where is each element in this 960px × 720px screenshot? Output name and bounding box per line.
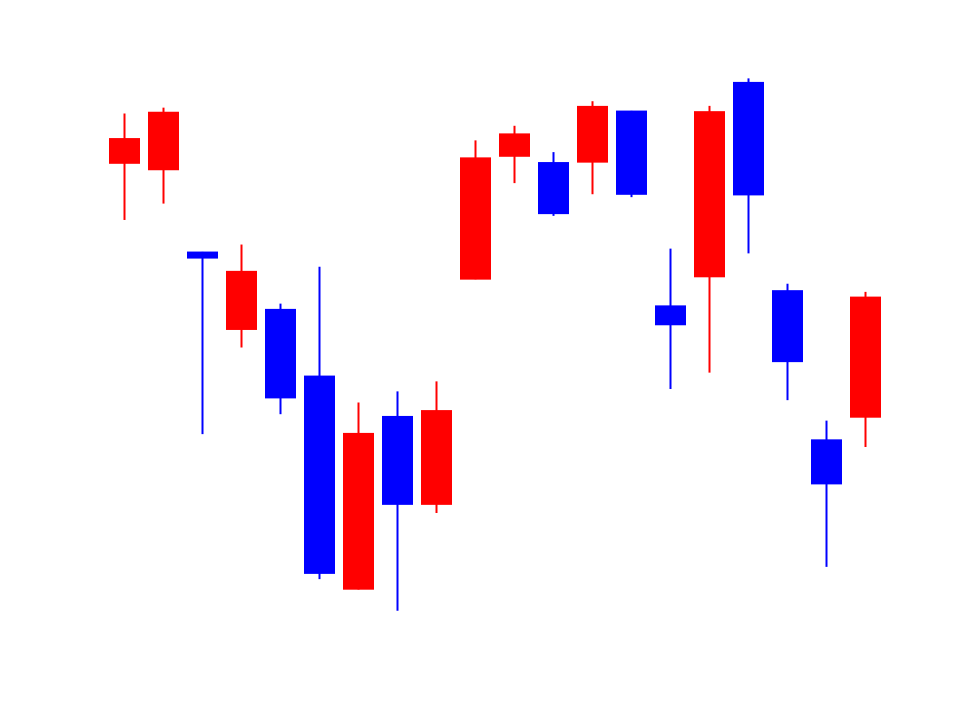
candle-body (499, 133, 530, 157)
candle-10 (460, 140, 491, 280)
candle-20 (850, 291, 881, 447)
candle-7 (343, 402, 374, 590)
candle-body (694, 111, 725, 278)
candle-body (733, 81, 764, 196)
candle-13 (577, 101, 608, 195)
candle-body (148, 111, 179, 171)
candle-body (538, 162, 569, 215)
candle-body (187, 251, 218, 259)
candle-body (460, 157, 491, 280)
candle-8 (382, 391, 413, 611)
candle-body (811, 439, 842, 485)
candle-3 (187, 251, 218, 435)
candle-body (655, 305, 686, 326)
candles-group (109, 78, 881, 611)
candle-body (343, 432, 374, 590)
candle-14 (616, 110, 647, 198)
candle-9 (421, 381, 452, 514)
candle-body (109, 138, 140, 164)
candle-2 (148, 107, 179, 204)
candle-body (382, 415, 413, 505)
candle-6 (304, 266, 335, 580)
candle-body (577, 105, 608, 163)
candle-body (850, 296, 881, 418)
candle-18 (772, 283, 803, 401)
candle-body (772, 290, 803, 363)
candle-body (265, 308, 296, 399)
candle-11 (499, 125, 530, 184)
candle-body (226, 270, 257, 330)
candle-body (304, 375, 335, 574)
candle-19 (811, 420, 842, 567)
candle-17 (733, 78, 764, 254)
candle-body (421, 410, 452, 505)
candle-4 (226, 244, 257, 348)
candle-15 (655, 248, 686, 390)
candle-5 (265, 303, 296, 415)
candle-1 (109, 113, 140, 220)
candle-body (616, 110, 647, 195)
candle-16 (694, 105, 725, 373)
candle-12 (538, 152, 569, 216)
